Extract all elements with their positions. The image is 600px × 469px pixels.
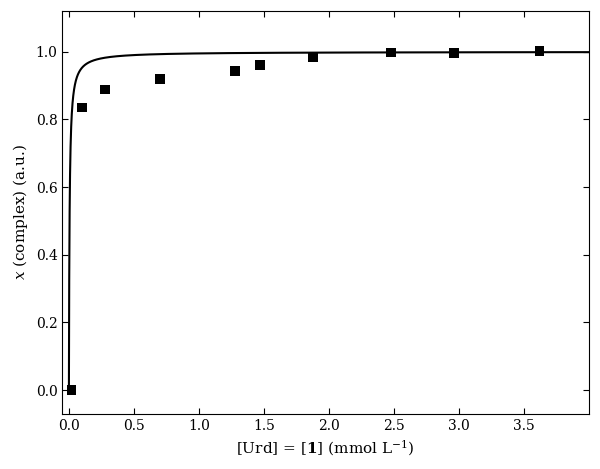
Y-axis label: $x$ (complex) (a.u.): $x$ (complex) (a.u.) bbox=[11, 144, 30, 280]
Point bbox=[101, 86, 110, 93]
Point bbox=[535, 47, 544, 54]
Point bbox=[67, 386, 76, 394]
Point bbox=[308, 54, 318, 61]
X-axis label: [Urd] = [$\mathbf{1}$] (mmol L$^{-1}$): [Urd] = [$\mathbf{1}$] (mmol L$^{-1}$) bbox=[236, 439, 415, 458]
Point bbox=[230, 67, 240, 75]
Point bbox=[77, 104, 87, 111]
Point bbox=[386, 49, 396, 56]
Point bbox=[155, 75, 165, 83]
Point bbox=[255, 61, 265, 69]
Point bbox=[449, 49, 458, 56]
